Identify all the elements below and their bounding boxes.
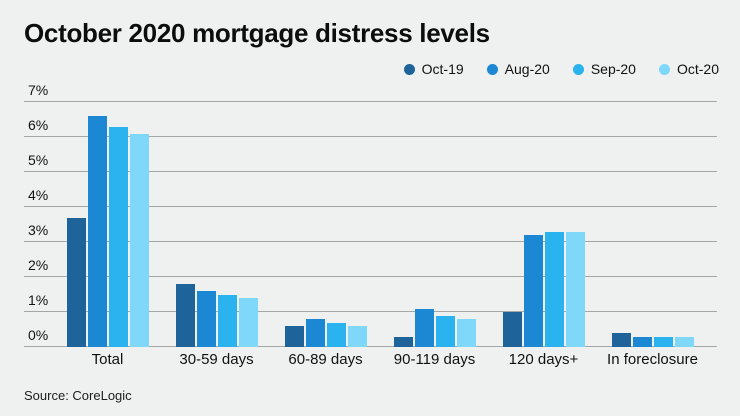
bars (284, 102, 367, 347)
bar-aug-20-120-days- (523, 235, 543, 347)
bar-sep-20-in-foreclosure (653, 336, 673, 347)
x-axis-label: 30-59 days (179, 351, 254, 368)
bar-group-30-59-days: 30-59 days (162, 102, 271, 368)
bar-oct-20-in-foreclosure (674, 336, 694, 347)
legend-label: Sep-20 (590, 61, 636, 77)
y-axis-tick-label: 6% (28, 117, 49, 133)
bars (502, 102, 585, 347)
legend-item-sep-20: Sep-20 (572, 61, 636, 77)
bar-oct-19-total (66, 217, 86, 347)
gridline-2 (24, 276, 717, 277)
gridline-1 (24, 311, 717, 312)
x-axis-label: 90-119 days (393, 351, 476, 368)
bar-oct-20-total (129, 133, 149, 347)
y-axis-tick-label: 5% (28, 152, 49, 168)
y-axis-tick-label: 3% (28, 222, 49, 238)
x-axis-label: In foreclosure (607, 351, 698, 368)
legend-dot-icon (403, 63, 415, 75)
legend-item-oct-19: Oct-19 (403, 61, 464, 77)
bars (393, 102, 476, 347)
x-axis-label: 120 days+ (508, 351, 579, 368)
bar-oct-20-120-days- (565, 231, 585, 347)
bar-aug-20-60-89-days (305, 319, 325, 347)
bar-oct-19-30-59-days (175, 284, 195, 347)
bars-row: Total 30-59 days 60-89 days 90-119 days 120 … (53, 102, 707, 368)
gridline-4 (24, 206, 717, 207)
bar-group-total: Total (53, 102, 162, 368)
bar-sep-20-total (108, 126, 128, 347)
legend-item-oct-20: Oct-20 (658, 61, 719, 77)
bar-sep-20-30-59-days (217, 294, 237, 347)
bar-aug-20-total (87, 116, 107, 347)
bar-sep-20-120-days- (544, 231, 564, 347)
bar-aug-20-30-59-days (196, 291, 216, 347)
legend-label: Oct-19 (421, 61, 464, 77)
y-axis-tick-label: 4% (28, 187, 49, 203)
y-axis-tick-label: 7% (28, 82, 49, 98)
legend-item-aug-20: Aug-20 (486, 61, 550, 77)
gridline-3 (24, 241, 717, 242)
legend-dot-icon (486, 63, 498, 75)
x-axis-label: 60-89 days (288, 351, 363, 368)
chart-legend: Oct-19 Aug-20 Sep-20 Oct-20 (403, 61, 719, 77)
y-axis-tick-label: 0% (28, 327, 49, 343)
legend-dot-icon (658, 63, 670, 75)
legend-dot-icon (572, 63, 584, 75)
legend-label: Oct-20 (676, 61, 719, 77)
bar-sep-20-90-119-days (435, 315, 455, 347)
bar-oct-19-120-days- (502, 312, 522, 347)
y-axis-tick-label: 2% (28, 257, 49, 273)
x-axis-label: Total (91, 351, 124, 368)
gridline-7 (24, 101, 717, 102)
bar-group-120-days-: 120 days+ (489, 102, 598, 368)
bar-oct-19-60-89-days (284, 326, 304, 347)
legend-label: Aug-20 (504, 61, 550, 77)
gridline-6 (24, 136, 717, 137)
gridline-0 (24, 346, 717, 347)
chart-title: October 2020 mortgage distress levels (24, 18, 490, 48)
bar-group-60-89-days: 60-89 days (271, 102, 380, 368)
bars (175, 102, 258, 347)
bar-oct-19-in-foreclosure (611, 333, 631, 347)
bar-oct-20-90-119-days (456, 319, 476, 347)
bar-aug-20-in-foreclosure (632, 336, 652, 347)
plot-area: Total 30-59 days 60-89 days 90-119 days 120 … (24, 82, 717, 368)
bar-oct-20-30-59-days (238, 298, 258, 347)
bar-aug-20-90-119-days (414, 308, 434, 347)
bar-sep-20-60-89-days (326, 322, 346, 347)
y-axis-tick-label: 1% (28, 292, 49, 308)
bars (611, 102, 694, 347)
bars (66, 102, 149, 347)
gridline-5 (24, 171, 717, 172)
bar-oct-19-90-119-days (393, 336, 413, 347)
source-note: Source: CoreLogic (24, 388, 132, 403)
bar-oct-20-60-89-days (347, 326, 367, 347)
bar-group-in-foreclosure: In foreclosure (598, 102, 707, 368)
bar-group-90-119-days: 90-119 days (380, 102, 489, 368)
